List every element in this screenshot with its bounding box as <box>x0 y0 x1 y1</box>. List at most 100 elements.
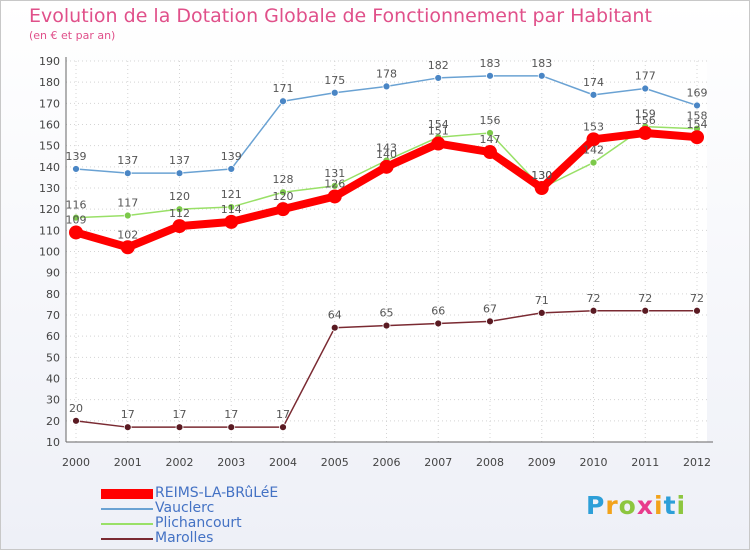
data-label: 121 <box>221 188 242 201</box>
legend-item: Plichancourt <box>101 516 278 531</box>
y-tick-label: 150 <box>39 140 60 153</box>
data-label: 177 <box>635 70 656 83</box>
data-point <box>693 306 701 315</box>
data-label: 66 <box>431 304 445 317</box>
data-point <box>330 323 339 332</box>
data-point <box>641 306 650 315</box>
data-label: 17 <box>276 408 290 421</box>
legend-swatch <box>101 507 153 510</box>
data-point <box>175 169 184 178</box>
data-point <box>123 169 132 178</box>
data-point <box>486 317 494 326</box>
legend-label: Vauclerc <box>155 500 215 516</box>
x-tick-label: 2007 <box>424 456 452 469</box>
data-label: 156 <box>635 114 656 127</box>
data-label: 131 <box>324 167 345 180</box>
data-label: 72 <box>638 292 652 305</box>
legend-item: Vauclerc <box>101 501 278 516</box>
chart-subtitle: (en € et par an) <box>29 29 116 42</box>
legend-item: REIMS-LA-BRûLéE <box>101 486 278 501</box>
logo-letter: r <box>605 491 619 520</box>
legend-item: Marolles <box>101 531 278 546</box>
data-point <box>175 423 184 432</box>
data-point <box>279 188 287 197</box>
data-label: 139 <box>221 150 242 163</box>
data-point <box>589 90 598 99</box>
data-point <box>589 158 598 167</box>
data-point <box>431 136 446 151</box>
data-point <box>72 165 80 173</box>
data-label: 147 <box>480 133 501 146</box>
y-tick-label: 130 <box>39 182 60 195</box>
data-point <box>486 129 494 137</box>
y-tick-label: 170 <box>39 97 60 110</box>
y-tick-label: 10 <box>46 436 60 449</box>
proxiti-logo: Proxiti <box>586 491 686 520</box>
data-point <box>227 203 236 211</box>
data-label: 130 <box>531 169 552 182</box>
data-point <box>693 101 701 110</box>
y-tick-label: 180 <box>39 76 60 89</box>
data-point <box>175 205 184 214</box>
legend-swatch <box>101 488 153 499</box>
data-label: 175 <box>324 74 345 87</box>
data-label: 72 <box>587 292 601 305</box>
data-point <box>227 423 236 432</box>
y-tick-label: 120 <box>39 203 60 216</box>
legend-swatch <box>101 522 153 525</box>
chart-title: Evolution de la Dotation Globale de Fonc… <box>29 5 652 27</box>
data-label: 154 <box>428 118 449 131</box>
data-label: 114 <box>221 203 242 216</box>
logo-letter: o <box>618 491 637 520</box>
data-point <box>123 211 132 220</box>
legend: REIMS-LA-BRûLéE Vauclerc Plichancourt Marol… <box>101 486 278 546</box>
x-tick-label: 2005 <box>321 456 349 469</box>
data-label: 117 <box>117 197 138 210</box>
data-label: 20 <box>69 402 83 415</box>
logo-letter: P <box>586 491 606 520</box>
data-label: 182 <box>428 59 449 72</box>
data-point <box>641 84 650 93</box>
data-point <box>434 319 443 328</box>
data-point <box>330 181 339 190</box>
y-tick-label: 50 <box>46 351 60 364</box>
legend-swatch <box>101 537 153 540</box>
legend-label: REIMS-LA-BRûLéE <box>155 485 279 501</box>
data-label: 112 <box>169 207 190 220</box>
data-label: 171 <box>273 82 294 95</box>
y-tick-label: 20 <box>46 415 60 428</box>
data-label: 153 <box>583 120 604 133</box>
x-tick-label: 2012 <box>683 456 711 469</box>
data-point <box>72 416 80 425</box>
data-label: 156 <box>480 114 501 127</box>
logo-letter: x <box>636 491 654 520</box>
data-point <box>382 82 391 91</box>
data-label: 183 <box>531 57 552 70</box>
data-label: 17 <box>224 408 238 421</box>
data-label: 178 <box>376 67 397 80</box>
x-tick-label: 2009 <box>528 456 556 469</box>
data-point <box>382 321 391 330</box>
data-point <box>379 159 394 174</box>
data-label: 109 <box>66 213 87 226</box>
data-label: 137 <box>169 154 190 167</box>
data-label: 139 <box>66 150 87 163</box>
data-point <box>589 306 598 315</box>
data-label: 64 <box>328 309 342 322</box>
data-label: 130 <box>531 169 552 182</box>
data-label: 71 <box>535 294 549 307</box>
y-tick-label: 90 <box>46 267 60 280</box>
x-tick-label: 2008 <box>476 456 504 469</box>
data-label: 159 <box>635 108 656 121</box>
data-label: 67 <box>483 302 497 315</box>
data-label: 143 <box>376 141 397 154</box>
x-tick-label: 2003 <box>217 456 245 469</box>
data-point <box>586 132 601 147</box>
x-tick-label: 2010 <box>580 456 608 469</box>
logo-letter: i <box>654 491 664 520</box>
data-point <box>534 181 549 195</box>
data-point <box>123 423 132 432</box>
data-point <box>483 145 497 160</box>
x-tick-label: 2004 <box>269 456 297 469</box>
data-point <box>227 165 236 173</box>
